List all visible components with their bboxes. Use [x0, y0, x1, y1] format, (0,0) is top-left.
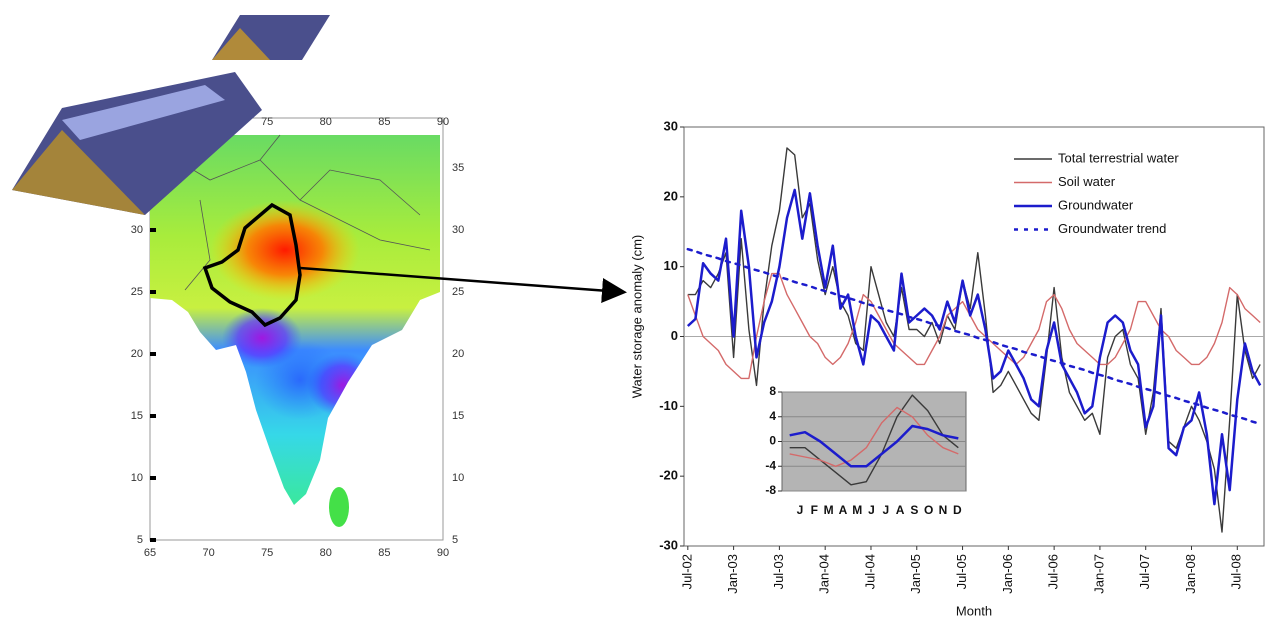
y-tick-label: 20: [664, 188, 678, 203]
map-y-tick-label-right: 20: [452, 348, 464, 360]
map-x-tick-label: 70: [202, 547, 214, 559]
x-tick-label: Jul-08: [1229, 554, 1244, 589]
map-y-tick-label-right: 10: [452, 472, 464, 484]
map-y-tick-label: 15: [131, 410, 143, 422]
x-tick-label: A: [839, 503, 848, 517]
y-tick-label: 4: [769, 409, 776, 423]
map-x-tick-label-top: 80: [320, 116, 332, 128]
x-tick-label: S: [910, 503, 918, 517]
x-tick-label: D: [953, 503, 962, 517]
x-tick-label: Jan-08: [1183, 554, 1198, 594]
series-line: [789, 406, 959, 467]
y-tick-label: 30: [664, 118, 678, 133]
map-x-tick-label: 75: [261, 547, 273, 559]
region-outline: [202, 202, 302, 328]
legend-label: Groundwater trend: [1058, 221, 1166, 236]
legend-label: Soil water: [1058, 174, 1116, 189]
map-y-tick-label: 30: [131, 224, 143, 236]
legend-label: Total terrestrial water: [1058, 150, 1179, 165]
x-tick-label: Jul-04: [862, 554, 877, 589]
x-tick-label: M: [852, 503, 862, 517]
x-tick-label: J: [882, 503, 889, 517]
x-tick-label: A: [896, 503, 905, 517]
x-tick-label: Jan-04: [817, 554, 832, 594]
x-tick-label: J: [797, 503, 804, 517]
map-y-tick-label: 10: [131, 472, 143, 484]
map-x-tick-label-top: 75: [261, 116, 273, 128]
map-x-tick-label: 65: [144, 547, 156, 559]
series-line: [687, 272, 1261, 380]
legend-label: Groundwater: [1058, 197, 1134, 212]
x-tick-label: Jan-03: [725, 554, 740, 594]
x-tick-label: O: [924, 503, 933, 517]
satellites: [12, 15, 330, 215]
y-tick-label: -10: [659, 398, 678, 413]
map-y-tick-label-right: 15: [452, 410, 464, 422]
x-tick-label: Jan-05: [908, 554, 923, 594]
series-line: [789, 424, 959, 468]
x-tick-label: Jan-07: [1091, 554, 1106, 594]
y-tick-label: 10: [664, 258, 678, 273]
map-x-tick-label-top: 90: [437, 116, 449, 128]
map-y-tick-label-right: 35: [452, 162, 464, 174]
x-tick-label: J: [868, 503, 875, 517]
map-x-tick-label: 85: [378, 547, 390, 559]
sri-lanka: [329, 487, 349, 527]
borders: [159, 134, 431, 291]
series-line: [789, 394, 959, 486]
series-line: [686, 188, 1262, 506]
map-y-tick-label: 5: [137, 534, 143, 546]
x-tick-label: Jul-07: [1137, 554, 1152, 589]
x-tick-label: Jul-06: [1046, 554, 1061, 589]
x-tick-label: Jul-02: [679, 554, 694, 589]
y-tick-label: 0: [769, 434, 776, 448]
map-y-tick-label: 25: [131, 286, 143, 298]
x-tick-label: Jul-03: [771, 554, 786, 589]
arrow: [299, 266, 627, 303]
map-y-tick-label-right: 5: [452, 534, 458, 546]
x-tick-label: Jan-06: [1000, 554, 1015, 594]
x-tick-label: N: [939, 503, 948, 517]
map-x-tick-label: 80: [320, 547, 332, 559]
satellite-top: [62, 85, 225, 140]
y-tick-label: 8: [769, 384, 776, 398]
map-x-tick-label-top: 85: [378, 116, 390, 128]
y-tick-label: -4: [765, 458, 776, 472]
map-y-tick-label: 20: [131, 348, 143, 360]
map-y-tick-label-right: 30: [452, 224, 464, 236]
y-tick-label: -8: [765, 483, 776, 497]
map-x-tick-label: 90: [437, 547, 449, 559]
satellite-side: [12, 130, 145, 215]
map-y-tick-label-right: 25: [452, 286, 464, 298]
y-tick-label: -30: [659, 537, 678, 552]
y-axis-label: Water storage anomaly (cm): [629, 235, 644, 399]
x-tick-label: M: [824, 503, 834, 517]
x-tick-label: F: [811, 503, 818, 517]
x-axis-label: Month: [956, 603, 992, 618]
y-tick-label: 0: [671, 328, 678, 343]
y-tick-label: -20: [659, 468, 678, 483]
satellite-side: [212, 28, 270, 60]
x-tick-label: Jul-05: [954, 554, 969, 589]
series-line: [686, 247, 1262, 426]
